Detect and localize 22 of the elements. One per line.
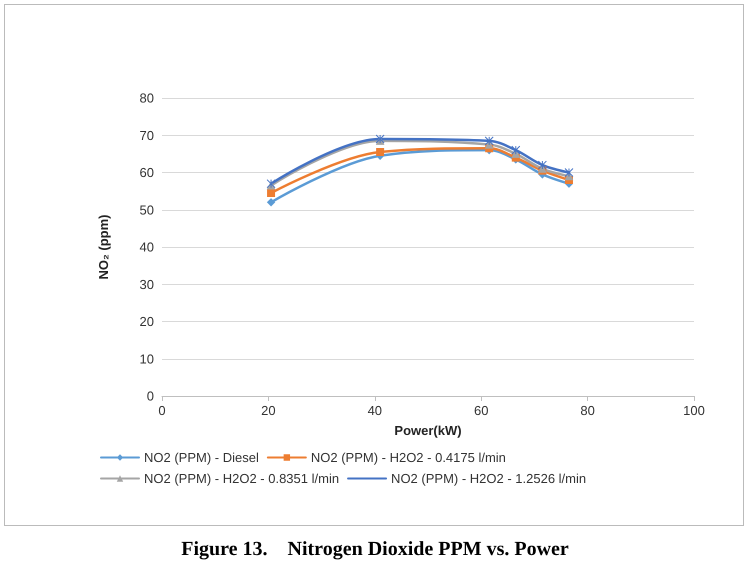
legend-label: NO2 (PPM) - H2O2 - 0.4175 l/min bbox=[310, 450, 506, 465]
legend-label: NO2 (PPM) - H2O2 - 0.8351 l/min bbox=[144, 471, 340, 486]
x-axis-title: Power(kW) bbox=[394, 423, 462, 438]
x-tick-label: 60 bbox=[474, 403, 488, 418]
y-tick-label: 20 bbox=[140, 314, 154, 329]
x-tick-label: 40 bbox=[368, 403, 382, 418]
legend-label: NO2 (PPM) - Diesel bbox=[144, 450, 259, 465]
y-tick-label: 60 bbox=[140, 165, 154, 180]
y-tick-label: 70 bbox=[140, 128, 154, 143]
y-tick-label: 50 bbox=[140, 202, 154, 218]
caption: Figure 13. Nitrogen Dioxide PPM vs. Power bbox=[180, 538, 570, 561]
x-tick-label: 20 bbox=[261, 403, 276, 418]
x-tick-label: 80 bbox=[580, 403, 595, 418]
x-tick-label: 0 bbox=[158, 403, 166, 418]
x-tick-label: 100 bbox=[683, 403, 705, 418]
y-tick-label: 40 bbox=[140, 240, 154, 254]
y-tick-label: 10 bbox=[140, 351, 154, 366]
legend-label: NO2 (PPM) - H2O2 - 1.2526 l/min bbox=[391, 471, 586, 486]
y-axis-title: NO₂ (ppm) bbox=[96, 214, 111, 280]
y-tick-label: 80 bbox=[140, 90, 154, 106]
y-tick-label: 30 bbox=[140, 276, 154, 292]
y-tick-label: 0 bbox=[146, 388, 154, 404]
